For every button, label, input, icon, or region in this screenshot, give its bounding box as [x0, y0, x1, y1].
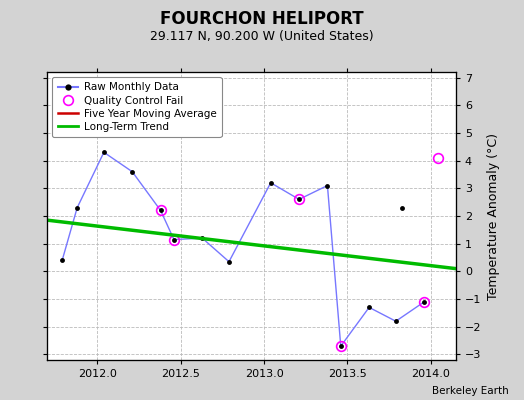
Legend: Raw Monthly Data, Quality Control Fail, Five Year Moving Average, Long-Term Tren: Raw Monthly Data, Quality Control Fail, … [52, 77, 222, 137]
Text: 29.117 N, 90.200 W (United States): 29.117 N, 90.200 W (United States) [150, 30, 374, 43]
Text: FOURCHON HELIPORT: FOURCHON HELIPORT [160, 10, 364, 28]
Text: Berkeley Earth: Berkeley Earth [432, 386, 508, 396]
Y-axis label: Temperature Anomaly (°C): Temperature Anomaly (°C) [487, 132, 500, 300]
